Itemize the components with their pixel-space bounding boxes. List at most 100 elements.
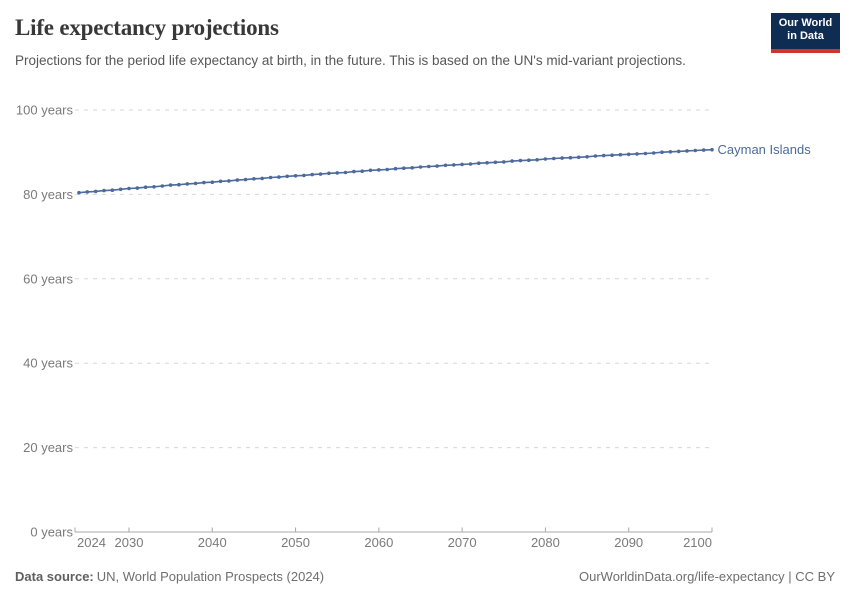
data-point[interactable] — [535, 158, 539, 162]
data-point[interactable] — [93, 189, 98, 194]
data-point[interactable] — [268, 175, 273, 180]
data-point[interactable] — [402, 166, 406, 170]
data-point[interactable] — [143, 185, 148, 189]
data-point[interactable] — [651, 151, 656, 155]
data-point[interactable] — [318, 172, 323, 176]
data-point[interactable] — [368, 168, 373, 173]
data-point[interactable] — [252, 177, 256, 181]
data-point[interactable] — [335, 171, 340, 175]
data-point[interactable] — [493, 160, 498, 165]
data-point[interactable] — [352, 169, 356, 174]
x-axis-tick-label: 2024 — [77, 535, 106, 550]
data-point[interactable] — [635, 152, 639, 156]
y-axis-tick-label: 60 years — [23, 271, 73, 286]
data-point[interactable] — [152, 185, 156, 189]
data-point[interactable] — [410, 166, 415, 170]
x-axis-tick-label: 2090 — [614, 535, 643, 550]
data-point[interactable] — [676, 149, 681, 154]
data-point[interactable] — [127, 186, 131, 191]
data-point[interactable] — [502, 160, 506, 164]
x-axis-tick-label: 2050 — [281, 535, 310, 550]
data-point[interactable] — [485, 161, 489, 165]
data-point[interactable] — [310, 172, 315, 177]
data-source-label: Data source: — [15, 569, 94, 584]
owid-logo[interactable]: Our World in Data — [771, 13, 840, 53]
data-point[interactable] — [277, 175, 281, 179]
data-point[interactable] — [193, 181, 198, 186]
data-point[interactable] — [452, 163, 456, 167]
data-point[interactable] — [260, 176, 265, 181]
data-point[interactable] — [85, 190, 90, 194]
data-point[interactable] — [185, 182, 190, 186]
data-source-note: Data source: UN, World Population Prospec… — [15, 569, 324, 584]
data-point[interactable] — [660, 150, 664, 154]
data-point[interactable] — [443, 163, 448, 168]
chart-subtitle: Projections for the period life expectan… — [15, 53, 686, 68]
data-point[interactable] — [701, 148, 706, 152]
data-point[interactable] — [293, 174, 298, 178]
data-point[interactable] — [77, 190, 81, 195]
data-point[interactable] — [385, 167, 390, 172]
data-point[interactable] — [435, 164, 439, 168]
data-point[interactable] — [643, 151, 648, 156]
data-point[interactable] — [427, 164, 431, 169]
data-point[interactable] — [693, 148, 698, 153]
data-point[interactable] — [327, 171, 331, 176]
attribution-link[interactable]: OurWorldinData.org/life-expectancy | CC … — [578, 569, 835, 584]
data-point[interactable] — [160, 184, 165, 188]
data-point[interactable] — [585, 155, 589, 159]
data-point[interactable] — [601, 153, 606, 158]
data-point[interactable] — [518, 158, 523, 163]
data-point[interactable] — [710, 147, 714, 152]
series-label: Cayman Islands — [718, 142, 812, 157]
data-point[interactable] — [560, 156, 564, 160]
data-point[interactable] — [510, 159, 514, 163]
data-point[interactable] — [460, 162, 464, 167]
data-point[interactable] — [568, 155, 573, 160]
data-point[interactable] — [543, 157, 548, 161]
x-axis-tick-label: 2100 — [683, 535, 712, 550]
series-line-cayman-islands[interactable] — [78, 148, 713, 194]
data-point[interactable] — [610, 153, 614, 157]
y-axis-tick-label: 40 years — [23, 356, 73, 371]
data-point[interactable] — [110, 188, 115, 192]
x-axis-tick-label: 2040 — [198, 535, 227, 550]
y-axis-tick-label: 100 years — [16, 103, 74, 118]
data-point[interactable] — [235, 178, 240, 182]
data-point[interactable] — [576, 155, 581, 160]
data-point[interactable] — [418, 165, 423, 169]
data-source-value: UN, World Population Prospects (2024) — [96, 569, 325, 584]
data-point[interactable] — [243, 177, 248, 182]
data-point[interactable] — [302, 173, 306, 178]
data-point[interactable] — [285, 174, 290, 179]
data-point[interactable] — [168, 183, 173, 187]
data-point[interactable] — [227, 179, 231, 183]
y-axis-tick-label: 0 years — [30, 525, 73, 540]
data-point[interactable] — [377, 168, 381, 172]
data-point[interactable] — [202, 180, 206, 185]
data-point[interactable] — [552, 156, 556, 161]
data-point[interactable] — [102, 188, 106, 193]
data-point[interactable] — [177, 182, 181, 187]
x-axis-tick-label: 2030 — [115, 535, 144, 550]
data-point[interactable] — [360, 169, 365, 173]
data-point[interactable] — [393, 166, 398, 171]
data-point[interactable] — [668, 150, 673, 154]
data-point[interactable] — [210, 180, 215, 184]
data-point[interactable] — [218, 179, 223, 184]
data-point[interactable] — [468, 162, 473, 166]
chart-title: Life expectancy projections — [15, 15, 279, 40]
data-point[interactable] — [685, 149, 689, 153]
data-point[interactable] — [626, 152, 631, 157]
data-point[interactable] — [135, 186, 140, 190]
data-point[interactable] — [477, 161, 481, 165]
data-point[interactable] — [118, 187, 123, 192]
y-axis-tick-label: 80 years — [23, 187, 73, 202]
data-point[interactable] — [343, 170, 348, 175]
y-axis-tick-label: 20 years — [23, 440, 73, 455]
data-point[interactable] — [527, 158, 531, 162]
data-point[interactable] — [593, 154, 598, 158]
data-point[interactable] — [618, 152, 623, 157]
